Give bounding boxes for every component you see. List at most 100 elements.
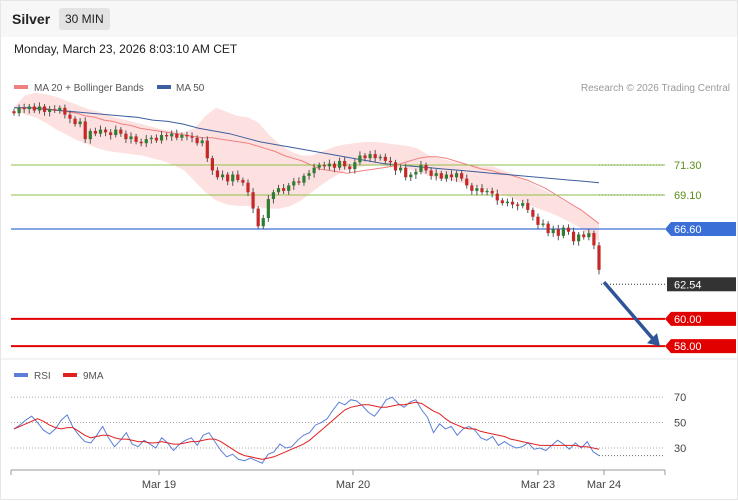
- candle-body: [363, 155, 367, 159]
- timeframe-button[interactable]: 30 MIN: [59, 8, 110, 30]
- candle-body: [48, 109, 52, 112]
- candle-body: [195, 137, 199, 144]
- candle-body: [200, 140, 204, 144]
- candle-body: [144, 139, 148, 144]
- candle-body: [88, 130, 92, 140]
- candle-body: [165, 135, 169, 137]
- arrow-shaft: [602, 280, 656, 342]
- candle-body: [114, 129, 118, 136]
- level-support-5-label: 58.00: [674, 341, 702, 353]
- candle-body: [159, 135, 164, 141]
- candle-body: [516, 204, 520, 206]
- legend-label-9ma: 9MA: [83, 371, 104, 382]
- candle-body: [226, 174, 230, 182]
- candle-body: [521, 203, 525, 206]
- candle-body: [27, 106, 31, 110]
- level-last-price-3-tag: [667, 277, 736, 292]
- candle-body: [368, 154, 372, 159]
- x-axis: Mar 19 Mar 20 Mar 23 Mar 24: [10, 470, 666, 491]
- candle-body: [63, 107, 67, 115]
- candle-body: [129, 136, 133, 140]
- candle-body: [439, 173, 443, 179]
- legend-label-rsi: RSI: [34, 371, 51, 382]
- candle-body: [566, 227, 571, 232]
- candle-body: [592, 233, 596, 246]
- candle-body: [236, 174, 240, 180]
- level-support-5-tag: [665, 339, 736, 354]
- moving-averages: [14, 107, 600, 224]
- main-legend: MA 20 + Bollinger Bands MA 50: [14, 83, 205, 94]
- candle-body: [393, 162, 398, 171]
- candle-body: [185, 135, 189, 137]
- candle-body: [53, 109, 57, 111]
- candle-body: [500, 200, 504, 204]
- instrument-title: Silver: [12, 11, 51, 27]
- candle-body: [383, 156, 387, 161]
- candle-body: [561, 227, 565, 236]
- rsi-line: [13, 396, 600, 464]
- candle-body: [215, 170, 220, 178]
- candle-body: [307, 173, 311, 176]
- candle-body: [409, 174, 413, 178]
- candle-body: [454, 173, 459, 178]
- rsi-legend: RSI 9MA: [14, 371, 104, 382]
- candle-body: [526, 203, 530, 210]
- candle-body: [465, 178, 469, 186]
- candle-body: [510, 201, 515, 205]
- x-tick-label: Mar 23: [521, 479, 555, 491]
- candle-body: [73, 118, 77, 125]
- candle-body: [276, 188, 281, 193]
- forecast-arrow: [602, 280, 660, 347]
- candle-body: [495, 193, 499, 201]
- candle-body: [180, 135, 184, 138]
- candle-body: [449, 174, 454, 178]
- candle-body: [261, 218, 265, 227]
- level-last-price-3-label: 62.54: [674, 279, 702, 291]
- candle-body: [485, 190, 489, 193]
- candle-body: [297, 181, 301, 183]
- candle-body: [388, 160, 393, 163]
- candle-body: [231, 174, 235, 182]
- x-tick-label: Mar 20: [336, 479, 370, 491]
- candle-body: [190, 136, 194, 138]
- candle-body: [556, 229, 560, 236]
- ma20-line: [14, 107, 600, 224]
- candle-body: [17, 107, 21, 114]
- candlesticks: [12, 102, 601, 275]
- candle-body: [470, 185, 474, 191]
- bollinger-bands: [14, 92, 599, 242]
- price-levels: 71.30 69.10 66.60 62.54 60.00 58.00: [11, 160, 736, 354]
- candle-body: [358, 155, 362, 163]
- candle-body: [444, 174, 448, 179]
- candle-body: [124, 133, 128, 140]
- candle-body: [220, 174, 225, 178]
- candle-body: [83, 121, 87, 140]
- candle-body: [205, 140, 209, 159]
- candle-body: [434, 173, 438, 176]
- candle-body: [139, 141, 143, 144]
- candle-body: [175, 133, 179, 138]
- candle-body: [119, 129, 123, 134]
- bollinger-band-area: [14, 92, 599, 242]
- candle-body: [322, 165, 326, 167]
- candle-body: [12, 111, 16, 114]
- arrow-head: [647, 333, 660, 347]
- candle-body: [32, 106, 36, 111]
- candle-body: [246, 182, 250, 193]
- candle-body: [373, 154, 377, 159]
- candle-body: [419, 165, 423, 172]
- rsi-ma-line: [13, 401, 600, 460]
- candle-body: [282, 188, 286, 191]
- candle-body: [480, 188, 484, 193]
- candle-body: [22, 107, 26, 110]
- candle-body: [490, 190, 494, 194]
- legend-label-ma50: MA 50: [176, 83, 205, 94]
- candle-body: [210, 158, 214, 171]
- candle-body: [170, 133, 174, 137]
- ma50-line: [14, 107, 600, 184]
- candle-body: [37, 106, 42, 111]
- candle-body: [577, 234, 581, 242]
- candle-body: [424, 165, 428, 171]
